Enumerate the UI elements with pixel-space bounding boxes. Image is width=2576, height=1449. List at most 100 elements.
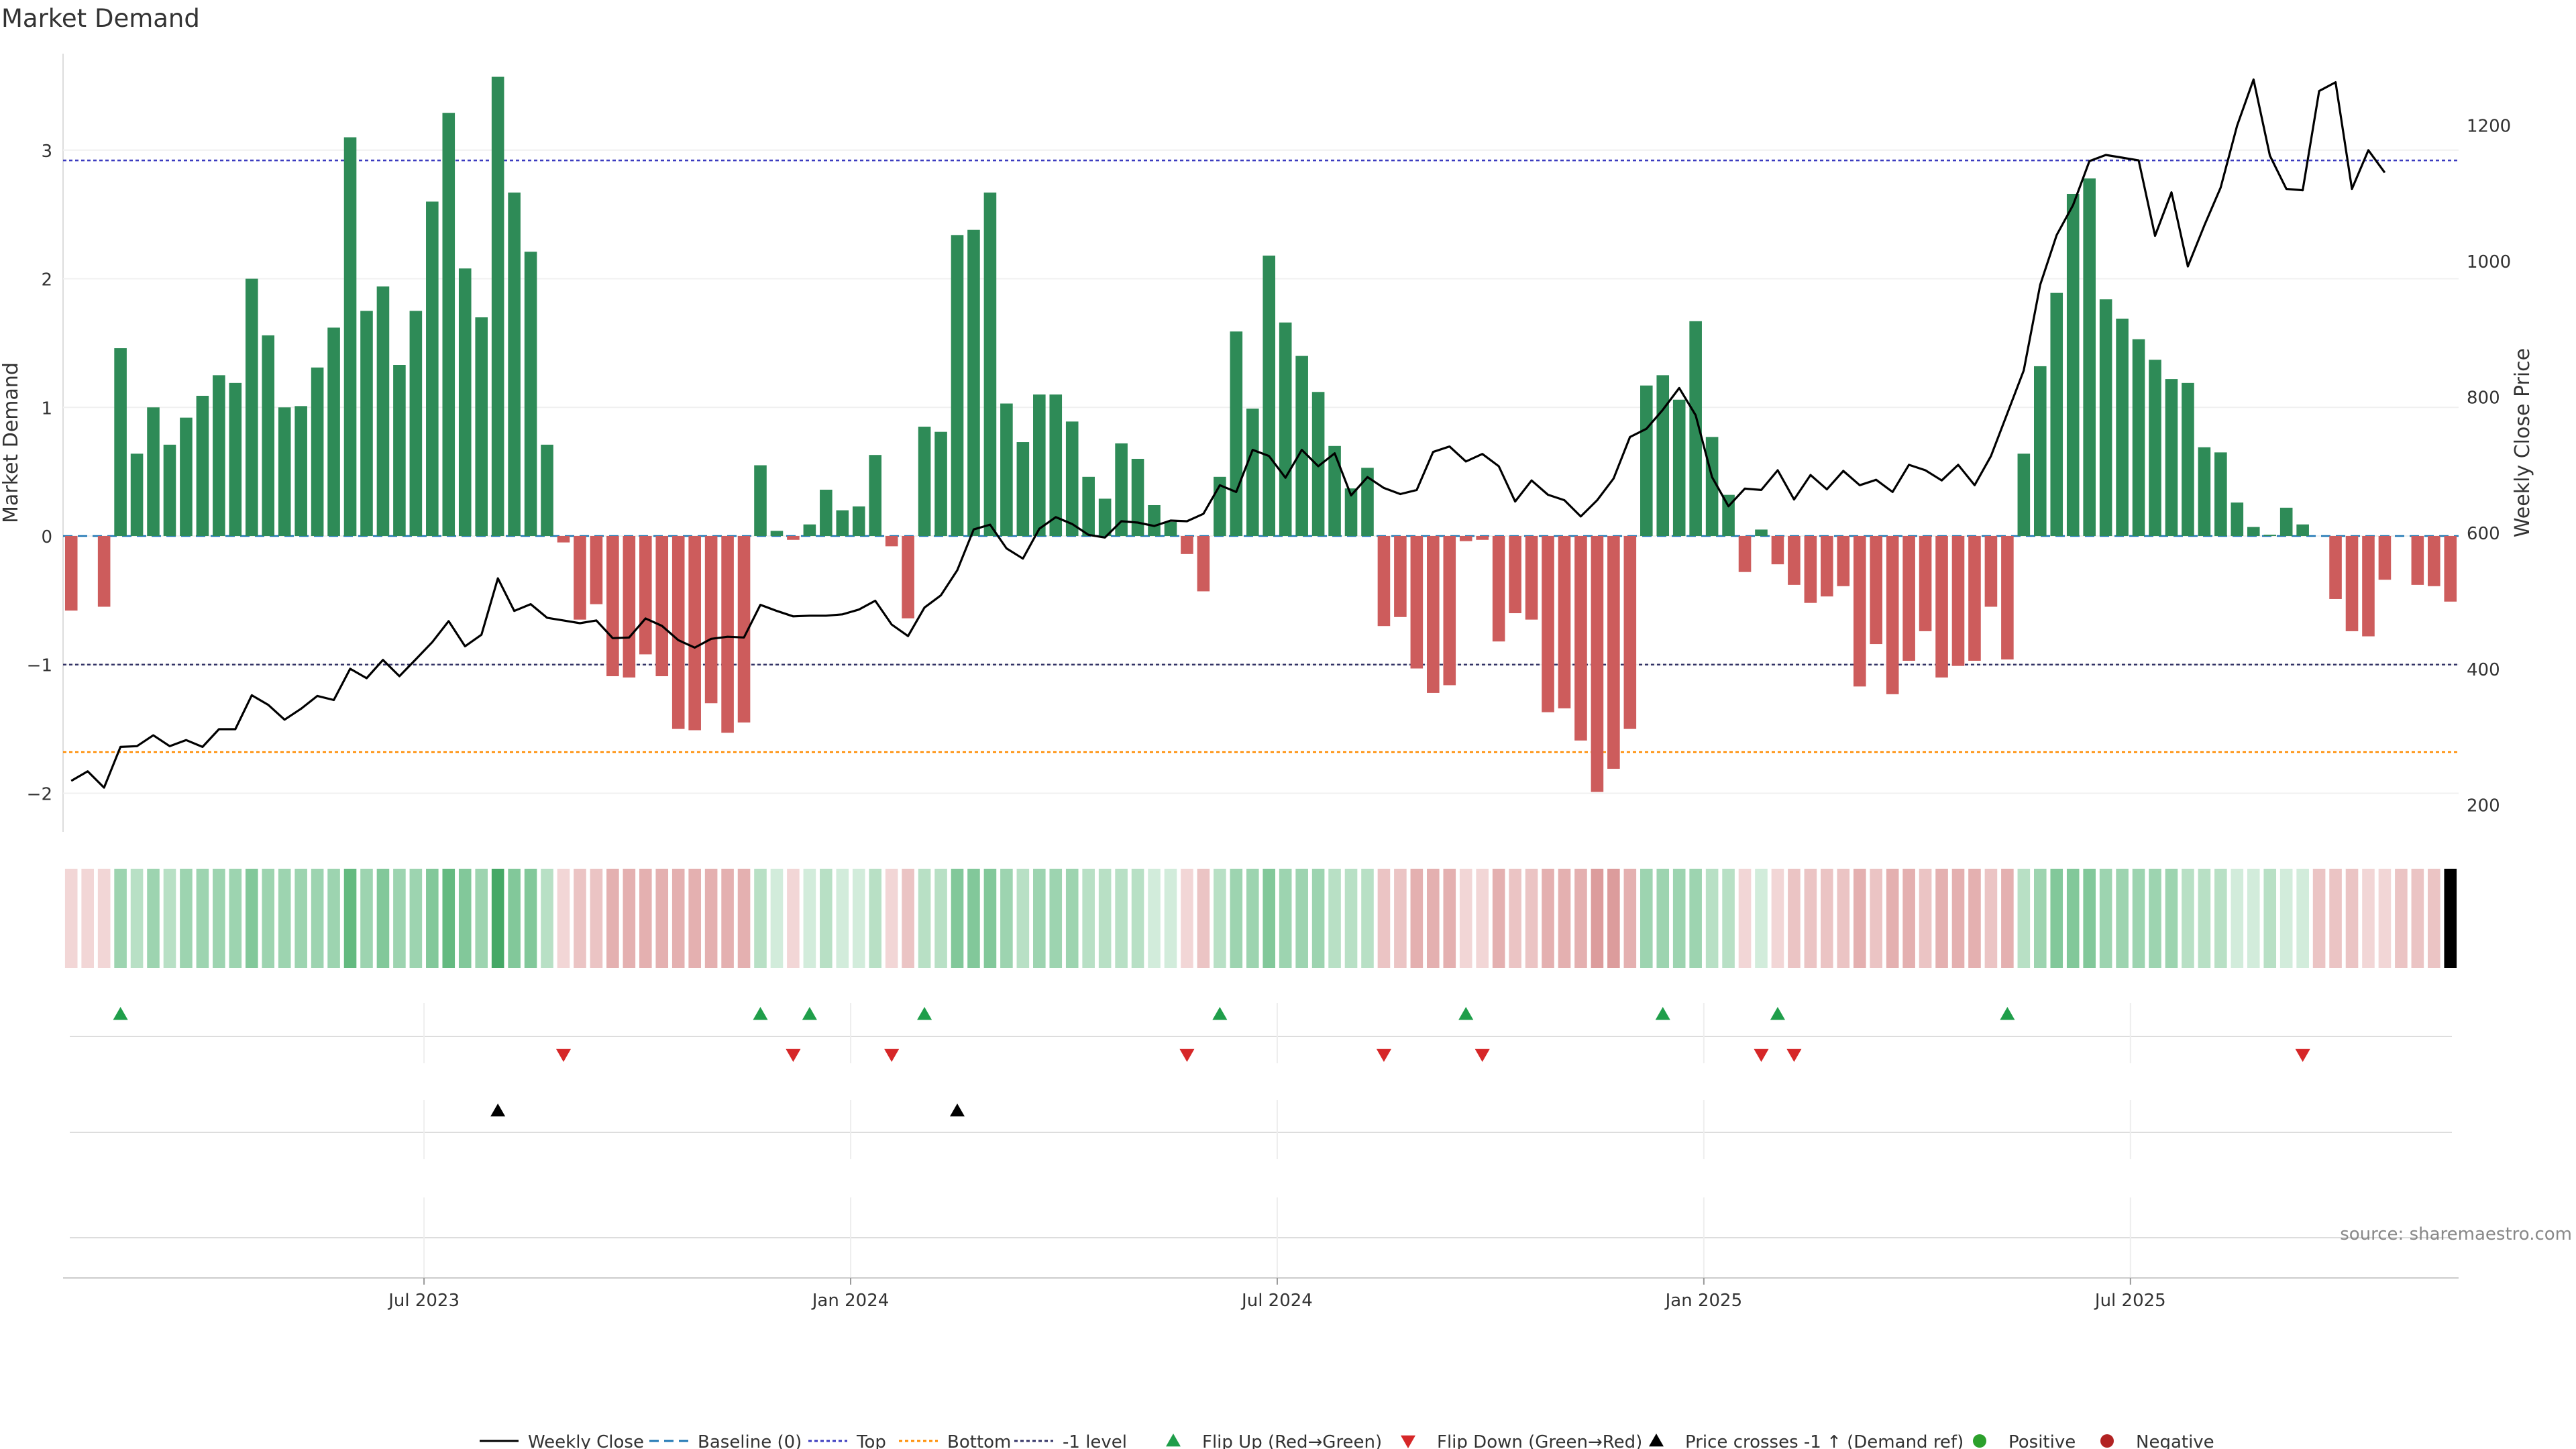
positive-demand-bar (1065, 421, 1079, 537)
heat-cell (902, 869, 914, 968)
positive-demand-bar (1344, 488, 1358, 537)
heat-cell (721, 869, 734, 968)
level-lines (63, 159, 2459, 753)
y2-tick-label: 200 (2467, 796, 2500, 816)
legend-swatch-flip-up (1166, 1434, 1181, 1447)
negative-demand-bar (1459, 536, 1472, 541)
heat-cell (2395, 869, 2408, 968)
positive-demand-bar (475, 317, 488, 537)
heat-cell (180, 869, 193, 968)
negative-demand-bar (704, 536, 718, 704)
heat-cell (2411, 869, 2424, 968)
positive-demand-bar (524, 252, 537, 537)
heat-cell (1525, 869, 1538, 968)
heat-cell (1230, 869, 1243, 968)
negative-demand-bar (1902, 536, 1915, 661)
heat-cell (2279, 869, 2293, 968)
heat-cell (967, 869, 980, 968)
positive-demand-bar (245, 278, 258, 537)
negative-demand-bar (655, 536, 669, 676)
heat-cell (1623, 869, 1637, 968)
chart-title: Market Demand (1, 4, 200, 33)
negative-demand-bar (1968, 536, 1981, 661)
heat-cell (1311, 869, 1325, 968)
positive-demand-bar (196, 396, 209, 537)
legend-swatch-price-cross (1649, 1434, 1664, 1447)
heat-cell (1886, 869, 1899, 968)
positive-demand-bar (442, 113, 455, 537)
heat-cell (1459, 869, 1472, 968)
positive-demand-bar (1033, 394, 1046, 537)
negative-demand-bar (1394, 536, 1407, 617)
heat-cell (639, 869, 652, 968)
positive-demand-bar (262, 335, 275, 537)
negative-demand-bar (1935, 536, 1948, 678)
heat-cell (1656, 869, 1670, 968)
positive-demand-bar (1164, 521, 1177, 537)
heat-cell (836, 869, 849, 968)
heat-cell (1049, 869, 1063, 968)
heat-cell (196, 869, 209, 968)
heat-cell (114, 869, 127, 968)
heat-cell (1968, 869, 1981, 968)
y2-tick-label: 600 (2467, 524, 2500, 544)
heat-cell (655, 869, 669, 968)
heat-cell (1804, 869, 1817, 968)
y-tick-label: −1 (27, 656, 52, 676)
heat-cell (704, 869, 718, 968)
legend-label: Price crosses -1 ↑ (Demand ref) (1685, 1432, 1964, 1449)
flip-up-marker (1770, 1007, 1785, 1020)
heat-cell (557, 869, 570, 968)
y2-tick-label: 800 (2467, 388, 2500, 409)
heat-cell (1148, 869, 1161, 968)
positive-demand-bar (1082, 476, 1095, 537)
negative-demand-bar (787, 536, 800, 540)
heat-cell (1640, 869, 1653, 968)
grid-layer (62, 54, 2459, 832)
negative-demand-bar (737, 536, 751, 723)
negative-demand-bar (1410, 536, 1424, 669)
negative-demand-bar (1476, 536, 1489, 540)
legend-label: Negative (2136, 1432, 2214, 1449)
heat-cell (688, 869, 701, 968)
y-tick-label: −2 (27, 784, 52, 804)
positive-demand-bar (1000, 403, 1013, 537)
heat-cell (2362, 869, 2375, 968)
heat-cell (458, 869, 472, 968)
positive-demand-bar (1115, 443, 1128, 537)
heat-cell (1098, 869, 1112, 968)
legend: Weekly Close Baseline (0) Top Bottom -1 leve… (480, 1432, 2214, 1449)
negative-demand-bar (1558, 536, 1571, 708)
heat-cell (1705, 869, 1719, 968)
positive-demand-bar (180, 417, 193, 537)
heat-cell (1542, 869, 1554, 968)
heat-cell (1821, 869, 1833, 968)
heat-cell (1197, 869, 1210, 968)
negative-demand-bar (1591, 536, 1604, 792)
negative-demand-bar (574, 536, 586, 620)
positive-demand-bar (1295, 356, 1308, 537)
heat-cell (376, 869, 390, 968)
positive-demand-bar (2182, 382, 2194, 537)
heat-cell (311, 869, 324, 968)
flip-down-marker (555, 1049, 571, 1062)
heat-cell (97, 869, 111, 968)
positive-demand-bar (934, 431, 947, 537)
heat-cell (491, 869, 504, 968)
heat-cell (606, 869, 619, 968)
negative-demand-bar (1788, 536, 1801, 585)
demand-bars (64, 76, 2457, 792)
flip-down-marker (1474, 1049, 1490, 1062)
y-tick-label: 0 (41, 527, 52, 547)
heat-cell (294, 869, 307, 968)
source-note: source: sharemaestro.com (2340, 1224, 2572, 1244)
heat-cell (2247, 869, 2260, 968)
y-tick-label: 2 (41, 270, 52, 290)
positive-demand-bar (983, 193, 997, 537)
heat-cell (2198, 869, 2211, 968)
flip-up-marker (113, 1007, 128, 1020)
heat-cell (1000, 869, 1013, 968)
positive-demand-bar (393, 365, 406, 537)
legend-swatch-negative (2100, 1434, 2114, 1448)
positive-demand-bar (951, 235, 964, 537)
